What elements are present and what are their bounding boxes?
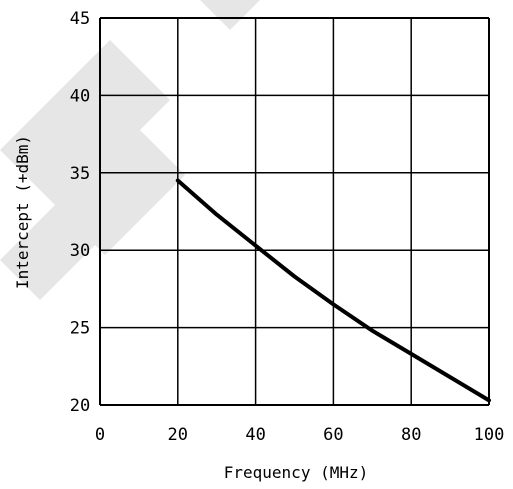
watermark [0, 0, 260, 300]
y-tick-label: 45 [70, 9, 90, 29]
grid [99, 17, 490, 406]
x-axis-label: Frequency (MHz) [224, 463, 369, 482]
series-layer [175, 178, 491, 403]
x-axis-ticks: 0 20 40 60 80 100 [95, 425, 504, 445]
x-tick-label: 0 [95, 425, 105, 445]
y-tick-label: 25 [70, 319, 90, 339]
x-tick-label: 20 [168, 425, 188, 445]
x-tick-label: 40 [245, 425, 265, 445]
y-tick-label: 20 [70, 396, 90, 416]
y-tick-label: 30 [70, 241, 90, 261]
y-axis-label: Intercept (+dBm) [13, 135, 32, 289]
series-line [175, 178, 491, 403]
y-axis-ticks: 20 25 30 35 40 45 [70, 9, 90, 416]
x-tick-label: 80 [401, 425, 421, 445]
x-tick-label: 100 [474, 425, 505, 445]
y-tick-label: 40 [70, 86, 90, 106]
x-tick-label: 60 [323, 425, 343, 445]
y-tick-label: 35 [70, 164, 90, 184]
